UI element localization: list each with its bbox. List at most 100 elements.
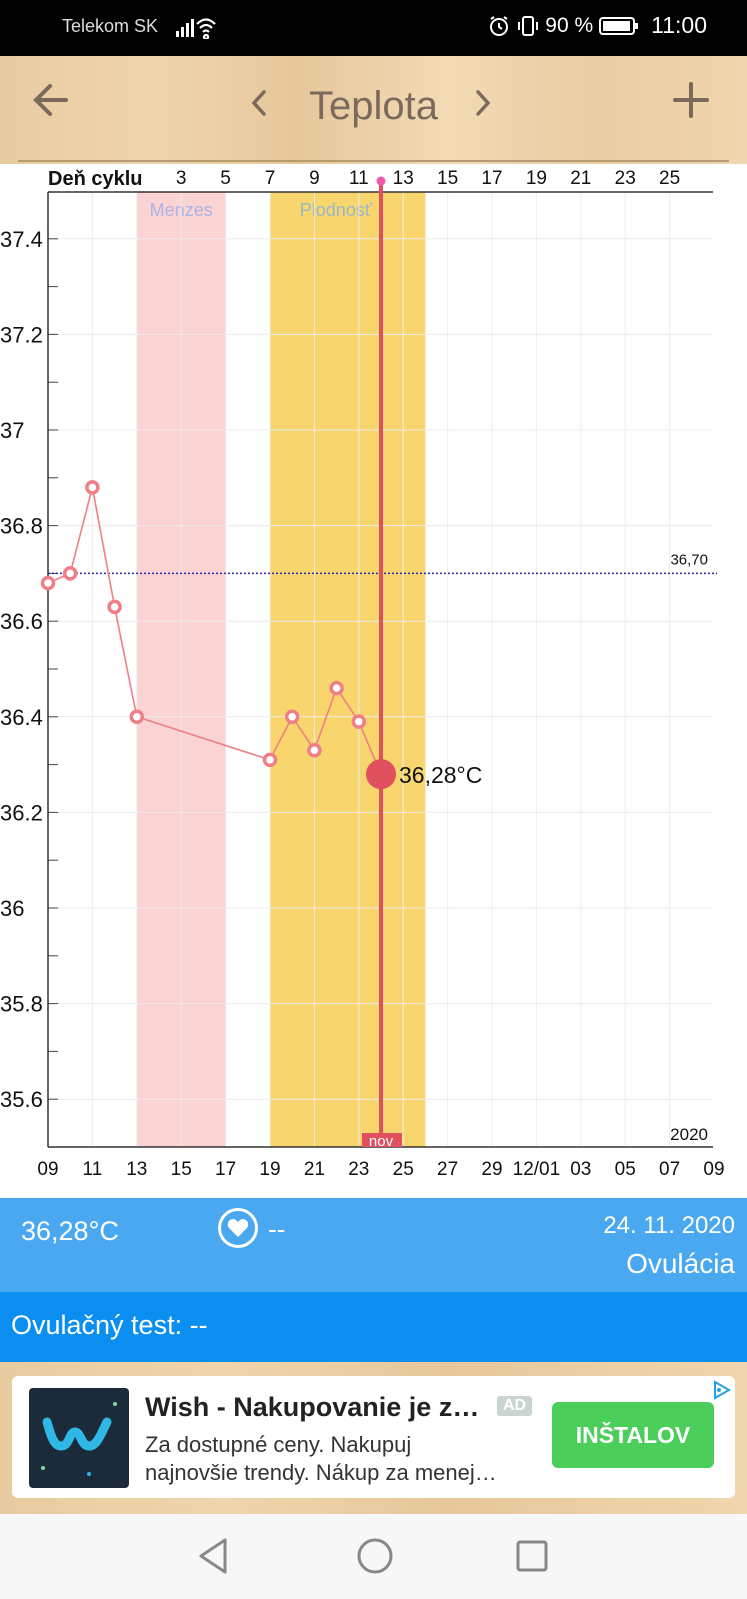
heart-button[interactable] bbox=[218, 1208, 258, 1248]
square-recents-icon bbox=[516, 1540, 548, 1572]
data-point bbox=[329, 680, 344, 696]
date-tick-label: 09 bbox=[37, 1159, 58, 1180]
chart-canvas[interactable]: Menzes Plodnosť37.437.23736.836.636.436.2… bbox=[0, 164, 747, 1198]
ad-description-line1: Za dostupné ceny. Nakupuj bbox=[145, 1432, 412, 1457]
baseline-label: 36,70 bbox=[670, 551, 708, 568]
data-point bbox=[307, 743, 322, 758]
selected-date: 24. 11. 2020 bbox=[603, 1212, 735, 1239]
y-tick-label: 36.4 bbox=[0, 705, 43, 730]
date-tick-label: 19 bbox=[259, 1159, 280, 1180]
y-tick-label: 36.2 bbox=[0, 800, 43, 825]
chevron-left-icon bbox=[251, 90, 266, 116]
nav-back-button[interactable] bbox=[195, 1536, 231, 1581]
heart-icon bbox=[227, 1219, 249, 1237]
heart-value: -- bbox=[268, 1214, 286, 1244]
page-title: Teplota bbox=[309, 84, 438, 128]
new-marker-label: nov bbox=[369, 1133, 394, 1150]
date-tick-label: 17 bbox=[215, 1159, 236, 1180]
date-tick-label: 25 bbox=[393, 1159, 414, 1180]
date-tick-label: 15 bbox=[171, 1159, 192, 1180]
clock: 11:00 bbox=[651, 12, 707, 38]
temperature-chart[interactable]: Menzes Plodnosť 37.4 37.2 37 36.8 36.6 36.4 36.2… bbox=[0, 164, 747, 1198]
date-tick-label: 23 bbox=[348, 1159, 369, 1180]
y-tick-label: 36 bbox=[0, 896, 24, 921]
prev-button[interactable] bbox=[248, 88, 270, 123]
current-value-label: 36,28°C bbox=[399, 762, 482, 788]
ovulation-test-band[interactable]: Ovulačný test: -- bbox=[0, 1292, 747, 1362]
signal-icon bbox=[176, 18, 216, 39]
carrier-label: Telekom SK bbox=[62, 16, 159, 36]
ad-area: Wish - Nakupovanie je z… AD Za dostupné … bbox=[0, 1362, 747, 1514]
cycle-tick-label: 25 bbox=[659, 168, 680, 189]
cycle-tick-label: 13 bbox=[393, 168, 414, 189]
cycle-tick-label: 9 bbox=[309, 168, 320, 189]
data-point bbox=[262, 752, 278, 768]
phase-band-1 bbox=[270, 192, 426, 1147]
date-tick-label: 13 bbox=[126, 1159, 147, 1180]
y-tick-label: 37 bbox=[0, 418, 24, 443]
data-point bbox=[351, 714, 367, 729]
current-day-top-dot bbox=[376, 176, 386, 186]
cycle-tick-label: 19 bbox=[526, 168, 547, 189]
date-tick-label: 05 bbox=[615, 1159, 636, 1180]
phase-band-label: Plodnosť bbox=[300, 200, 372, 220]
arrow-left-icon bbox=[33, 84, 68, 116]
y-tick-label: 37.2 bbox=[0, 322, 43, 347]
nav-home-button[interactable] bbox=[355, 1536, 395, 1581]
cycle-tick-label: 3 bbox=[176, 168, 187, 189]
date-tick-label: 11 bbox=[83, 1159, 103, 1180]
cycle-tick-label: 23 bbox=[615, 168, 636, 189]
ad-card[interactable]: Wish - Nakupovanie je z… AD Za dostupné … bbox=[12, 1376, 735, 1498]
y-tick-label: 36.6 bbox=[0, 609, 43, 634]
triangle-back-icon bbox=[199, 1538, 227, 1574]
current-temperature: 36,28°C bbox=[21, 1216, 119, 1246]
vibrate-icon bbox=[518, 15, 539, 36]
y-tick-label: 36.8 bbox=[0, 514, 43, 539]
alarm-icon bbox=[490, 15, 509, 36]
wish-logo bbox=[29, 1388, 129, 1488]
info-band: 36,28°C -- 24. 11. 2020 Ovulácia bbox=[0, 1198, 747, 1292]
cycle-tick-label: 15 bbox=[437, 168, 458, 189]
date-tick-label: 21 bbox=[304, 1159, 325, 1180]
cycle-tick-label: 17 bbox=[481, 168, 502, 189]
ovulation-test-label[interactable]: Ovulačný test: -- bbox=[11, 1310, 208, 1340]
status-bar: Telekom SK 90 % 11:00 bbox=[0, 0, 747, 56]
cycle-tick-label: 7 bbox=[265, 168, 276, 189]
battery-icon bbox=[599, 16, 639, 35]
back-button[interactable] bbox=[30, 78, 70, 127]
date-tick-label: 29 bbox=[481, 1159, 502, 1180]
nav-recents-button[interactable] bbox=[514, 1536, 550, 1581]
battery-percent: 90 % bbox=[545, 13, 594, 37]
date-tick-label: 09 bbox=[703, 1159, 724, 1180]
cycle-tick-label: 21 bbox=[570, 168, 591, 189]
ad-badge: AD bbox=[497, 1396, 533, 1416]
ad-description-line2: najnovšie trendy. Nákup za menej… bbox=[145, 1460, 497, 1485]
add-button[interactable] bbox=[671, 78, 711, 127]
date-tick-label: 07 bbox=[659, 1159, 680, 1180]
date-tick-label: 12/01 bbox=[513, 1159, 561, 1180]
current-point bbox=[366, 759, 396, 790]
data-point bbox=[62, 566, 78, 581]
data-point bbox=[129, 709, 145, 725]
year-label: 2020 bbox=[670, 1125, 708, 1144]
data-point bbox=[85, 480, 100, 495]
data-point bbox=[40, 575, 56, 591]
cycle-tick-label: 11 bbox=[349, 168, 369, 189]
ad-title: Wish - Nakupovanie je z… bbox=[145, 1392, 480, 1422]
chevron-right-icon bbox=[476, 90, 491, 116]
y-tick-label: 35.6 bbox=[0, 1087, 43, 1112]
system-nav-bar bbox=[0, 1514, 747, 1599]
cycle-tick-label: 5 bbox=[220, 168, 231, 189]
cycle-day-label: Deň cyklu bbox=[48, 168, 143, 190]
new-marker-tag bbox=[362, 1133, 402, 1147]
data-point bbox=[284, 709, 300, 725]
data-point bbox=[107, 599, 122, 615]
adchoices-icon[interactable] bbox=[709, 1378, 733, 1407]
next-button[interactable] bbox=[472, 88, 494, 123]
install-button[interactable]: INŠTALOV bbox=[552, 1402, 714, 1468]
date-tick-label: 27 bbox=[437, 1159, 458, 1180]
date-tick-label: 03 bbox=[570, 1159, 591, 1180]
cycle-phase: Ovulácia bbox=[626, 1248, 735, 1279]
circle-home-icon bbox=[357, 1538, 393, 1574]
plus-icon bbox=[673, 82, 709, 118]
